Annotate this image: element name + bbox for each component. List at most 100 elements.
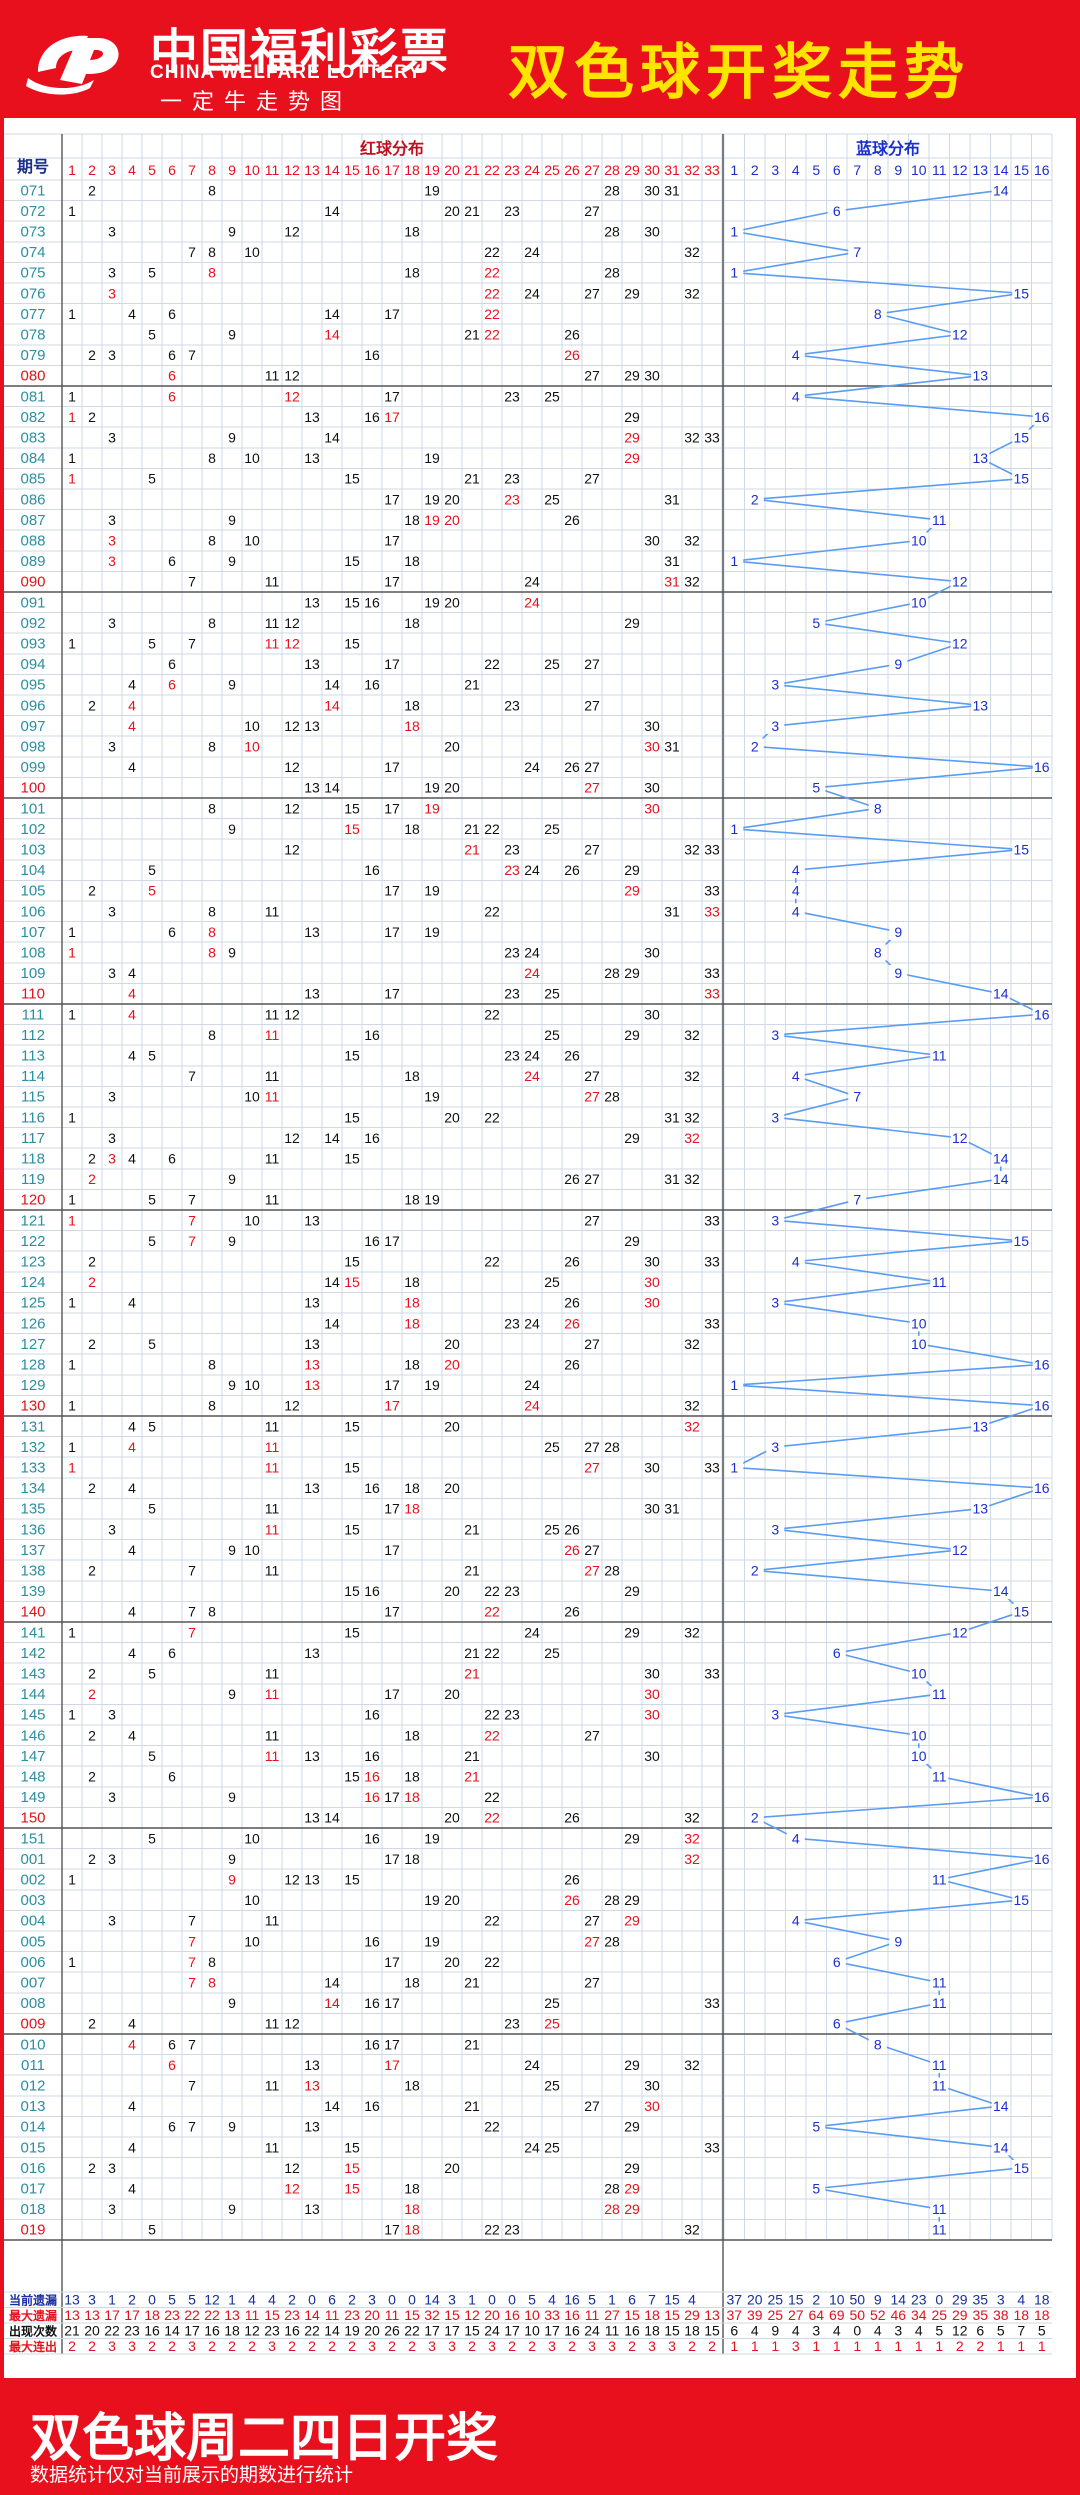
blue-ball-bg: [725, 223, 744, 240]
issue-number: 012: [20, 2078, 45, 2095]
issue-number: 123: [20, 1254, 45, 1271]
blue-ball-mark: 1: [730, 265, 738, 281]
stat-red-value: 16: [284, 2323, 300, 2339]
blue-column-label: 14: [993, 162, 1009, 178]
issue-number: 085: [20, 471, 45, 488]
red-ball-mark: 29: [624, 1130, 640, 1146]
blue-ball-mark: 4: [792, 388, 800, 404]
blue-ball-bg: [1032, 1850, 1051, 1867]
blue-ball-bg: [807, 2118, 826, 2135]
red-ball-mark: 27: [584, 1212, 600, 1228]
stat-red-value: 14: [164, 2323, 180, 2339]
red-ball-mark: 27: [584, 1460, 600, 1476]
red-ball-mark: 29: [624, 1027, 640, 1043]
red-ball-mark: 24: [524, 2057, 540, 2073]
red-ball-mark: 9: [228, 1995, 236, 2011]
red-ball-mark: 16: [364, 594, 380, 610]
red-ball-mark: 22: [484, 1645, 500, 1661]
red-ball-mark: 12: [284, 718, 300, 734]
red-ball-mark: 3: [108, 1521, 116, 1537]
stat-red-value: 2: [468, 2338, 476, 2354]
stat-red-value: 11: [385, 2307, 400, 2323]
red-column-label: 29: [624, 162, 640, 178]
red-ball-mark: 16: [364, 1933, 380, 1949]
blue-ball-bg: [1032, 1397, 1051, 1414]
blue-ball-bg: [786, 1068, 805, 1085]
stat-blue-value: 20: [747, 2292, 763, 2308]
red-ball-mark: 27: [584, 285, 600, 301]
red-ball-mark: 31: [664, 1501, 680, 1517]
red-ball-mark: 23: [504, 2016, 520, 2032]
stat-red-value: 2: [628, 2338, 636, 2354]
red-ball-mark: 7: [188, 1624, 196, 1640]
red-ball-mark: 16: [364, 1707, 380, 1723]
red-ball-mark: 13: [304, 1872, 320, 1888]
stat-red-value: 2: [348, 2338, 356, 2354]
red-ball-mark: 17: [384, 1789, 400, 1805]
red-ball-mark: 8: [208, 615, 216, 631]
red-ball-mark: 28: [604, 1089, 620, 1105]
red-column-label: 15: [344, 162, 360, 178]
stat-red-value: 1: [608, 2292, 616, 2308]
stat-red-value: 17: [104, 2307, 120, 2323]
stat-red-value: 17: [124, 2307, 140, 2323]
stat-blue-value: 1: [997, 2338, 1005, 2354]
red-ball-mark: 18: [404, 1068, 420, 1084]
red-ball-mark: 10: [244, 1089, 260, 1105]
red-ball-mark: 13: [304, 409, 320, 425]
red-ball-mark: 28: [604, 2201, 620, 2217]
red-ball-mark: 22: [484, 1583, 500, 1599]
red-ball-mark: 17: [384, 924, 400, 940]
blue-ball-bg: [930, 2056, 949, 2073]
red-ball-mark: 4: [128, 759, 136, 775]
red-ball-mark: 4: [128, 1480, 136, 1496]
red-ball-mark: 9: [228, 945, 236, 961]
red-ball-mark: 4: [128, 2098, 136, 2114]
red-ball-mark: 4: [128, 1006, 136, 1022]
red-ball-mark: 21: [464, 1975, 480, 1991]
red-ball-mark: 30: [644, 1707, 660, 1723]
stat-red-value: 22: [104, 2323, 120, 2339]
red-ball-mark: 7: [188, 636, 196, 652]
red-ball-mark: 15: [344, 1254, 360, 1270]
red-ball-mark: 14: [324, 780, 340, 796]
red-ball-mark: 9: [228, 1872, 236, 1888]
red-ball-mark: 2: [88, 1666, 96, 1682]
red-ball-mark: 30: [644, 1748, 660, 1764]
red-ball-mark: 13: [304, 1480, 320, 1496]
red-ball-mark: 4: [128, 306, 136, 322]
red-ball-mark: 13: [304, 2201, 320, 2217]
blue-ball-mark: 12: [952, 1542, 968, 1558]
red-ball-mark: 23: [504, 1315, 520, 1331]
red-column-label: 24: [524, 162, 540, 178]
red-ball-mark: 32: [684, 2057, 700, 2073]
issue-number: 014: [20, 2119, 45, 2136]
red-ball-mark: 2: [88, 347, 96, 363]
red-ball-mark: 23: [504, 986, 520, 1002]
issue-number: 017: [20, 2181, 45, 2198]
red-ball-mark: 11: [265, 1563, 280, 1579]
stat-red-value: 3: [428, 2338, 436, 2354]
issue-number: 147: [20, 1748, 45, 1765]
red-ball-mark: 30: [644, 2098, 660, 2114]
blue-ball-bg: [1032, 759, 1051, 776]
red-ball-mark: 26: [564, 1048, 580, 1064]
red-ball-mark: 30: [644, 1295, 660, 1311]
red-ball-mark: 8: [208, 1357, 216, 1373]
blue-ball-mark: 3: [771, 1109, 779, 1125]
blue-ball-bg: [745, 491, 764, 508]
red-ball-mark: 32: [684, 244, 700, 260]
issue-number: 011: [21, 2057, 45, 2074]
red-ball-mark: 11: [265, 1068, 280, 1084]
stat-blue-value: 1: [812, 2338, 820, 2354]
red-ball-mark: 30: [644, 368, 660, 384]
blue-ball-mark: 14: [993, 1151, 1009, 1167]
red-ball-mark: 24: [524, 285, 540, 301]
red-ball-mark: 29: [624, 2181, 640, 2197]
blue-column-label: 3: [771, 162, 779, 178]
red-ball-mark: 7: [188, 244, 196, 260]
red-ball-mark: 20: [444, 1954, 460, 1970]
stat-blue-value: 34: [911, 2307, 927, 2323]
red-ball-mark: 5: [148, 1192, 156, 1208]
red-ball-mark: 11: [265, 1418, 280, 1434]
